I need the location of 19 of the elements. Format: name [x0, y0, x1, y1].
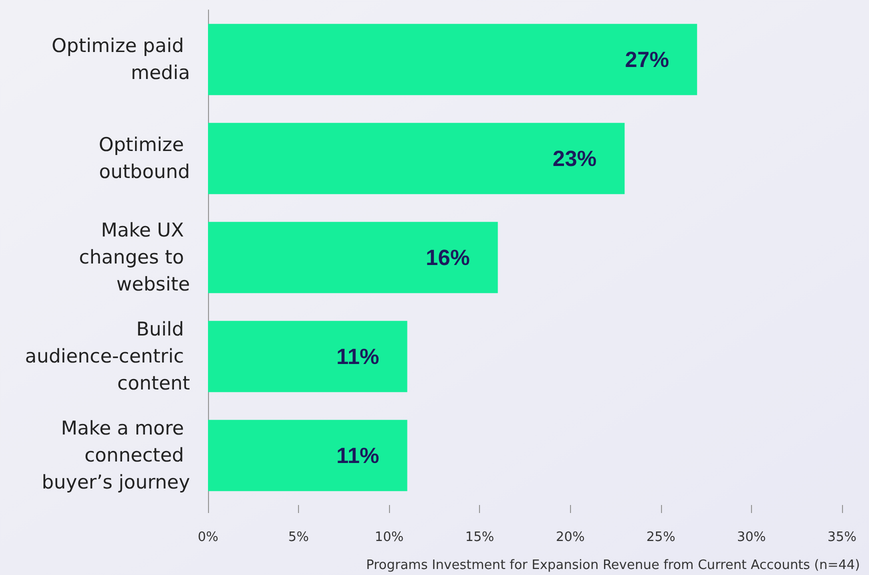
y-tick-label: Make a more connected buyer’s journey — [42, 418, 190, 494]
data-label: 11% — [336, 344, 380, 369]
data-label: 16% — [426, 245, 470, 270]
x-tick-label: 5% — [288, 530, 309, 545]
data-label: 23% — [552, 146, 597, 171]
y-tick-label: Build audience-centric content — [25, 318, 190, 394]
x-tick-label: 35% — [828, 530, 856, 545]
y-tick-label: Optimize paid media — [52, 35, 190, 84]
x-tick-label: 30% — [736, 530, 766, 545]
x-tick-label: 25% — [646, 530, 676, 545]
x-tick-label: 20% — [556, 530, 585, 545]
data-label: 27% — [625, 47, 670, 72]
x-tick-label: 15% — [465, 530, 494, 545]
x-tick-label: 10% — [374, 530, 404, 545]
y-tick-label: Make UX changes to website — [79, 220, 190, 296]
y-tick-label: Optimize outbound — [98, 134, 190, 183]
data-label: 11% — [336, 443, 380, 468]
x-tick-label: 0% — [198, 530, 218, 545]
x-axis-title: Programs Investment for Expansion Revenue from Current Accounts (n=44) — [366, 558, 860, 573]
